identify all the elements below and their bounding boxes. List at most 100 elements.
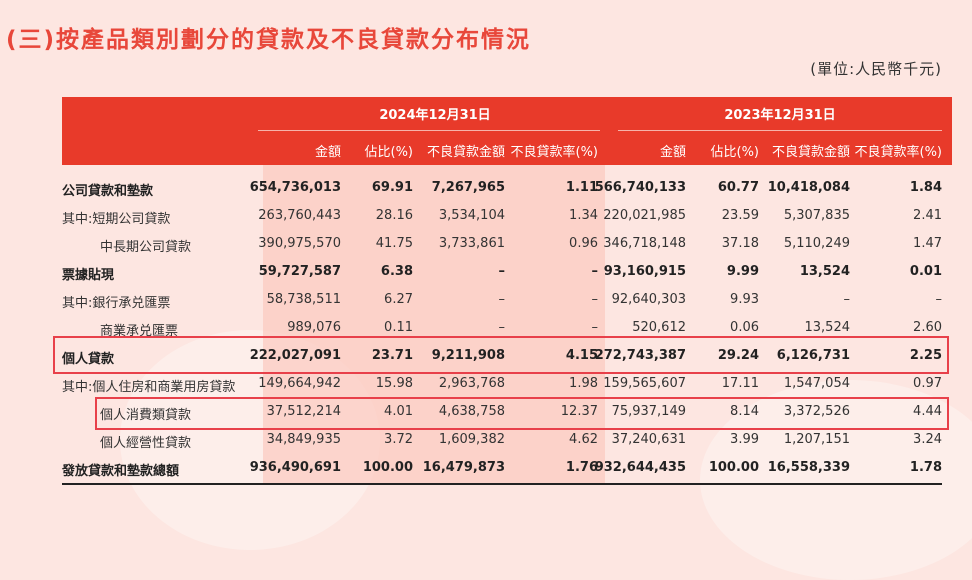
row-label: 票據貼現	[62, 268, 115, 283]
cell-value: 2.25	[909, 348, 942, 363]
row-label: 其中:銀行承兑匯票	[62, 296, 171, 311]
cell-value: 159,565,607	[603, 376, 686, 391]
cell-value: 1,207,151	[783, 432, 850, 447]
column-header: 金額	[659, 145, 686, 160]
cell-value: –	[498, 320, 506, 335]
cell-value: 149,664,942	[258, 376, 341, 391]
row-label: 公司貸款和墊款	[62, 184, 154, 199]
cell-value: 6.27	[384, 292, 413, 307]
cell-value: 1.34	[569, 208, 598, 223]
cell-value: 37,512,214	[266, 404, 341, 419]
cell-value: 60.77	[717, 180, 759, 195]
divider	[618, 130, 942, 131]
cell-value: 69.91	[371, 180, 413, 195]
cell-value: –	[843, 292, 851, 307]
column-header: 不良貸款金額	[426, 145, 505, 160]
table-row: 商業承兑匯票 989,076 0.11 – – 520,612 0.06 13,524 2.60	[62, 314, 952, 342]
cell-value: 1,547,054	[783, 376, 850, 391]
cell-value: –	[498, 292, 506, 307]
table-row: 個人經營性貸款 34,849,935 3.72 1,609,382 4.62 37,240…	[62, 426, 952, 454]
table-row: 公司貸款和墊款 654,736,013 69.91 7,267,965 1.11 566,…	[62, 174, 952, 202]
cell-value: 92,640,303	[611, 292, 686, 307]
cell-value: 15.98	[375, 376, 413, 391]
cell-value: 16,479,873	[422, 460, 505, 475]
divider	[258, 130, 600, 131]
row-label: 中長期公司貸款	[100, 240, 192, 255]
cell-value: 566,740,133	[594, 180, 686, 195]
cell-value: 12.37	[560, 404, 598, 419]
column-header: 佔比(%)	[710, 145, 760, 160]
cell-value: 93,160,915	[603, 264, 686, 279]
highlight-box-consumer-loans	[95, 397, 949, 430]
cell-value: 4.01	[384, 404, 413, 419]
table-bottom-rule	[62, 483, 942, 485]
highlight-box-personal-loans	[53, 336, 949, 374]
cell-value: 263,760,443	[258, 208, 341, 223]
cell-value: –	[591, 292, 599, 307]
cell-value: 936,490,691	[249, 460, 341, 475]
cell-value: 1.78	[909, 460, 942, 475]
cell-value: 0.06	[730, 320, 759, 335]
column-header: 佔比(%)	[364, 145, 414, 160]
cell-value: 3,733,861	[438, 236, 505, 251]
cell-value: 9.93	[730, 292, 759, 307]
cell-value: 222,027,091	[249, 348, 341, 363]
cell-value: 58,738,511	[266, 292, 341, 307]
cell-value: 34,849,935	[266, 432, 341, 447]
cell-value: 3,372,526	[783, 404, 850, 419]
cell-value: 7,267,965	[431, 180, 505, 195]
cell-value: 23.59	[721, 208, 759, 223]
cell-value: 346,718,148	[603, 236, 686, 251]
cell-value: 1.11	[565, 180, 598, 195]
cell-value: 272,743,387	[594, 348, 686, 363]
cell-value: 654,736,013	[249, 180, 341, 195]
cell-value: 59,727,587	[258, 264, 341, 279]
cell-value: 23.71	[371, 348, 413, 363]
cell-value: 1,609,382	[438, 432, 505, 447]
cell-value: 4,638,758	[438, 404, 505, 419]
column-header: 不良貸款率(%)	[854, 145, 943, 160]
cell-value: 37.18	[721, 236, 759, 251]
cell-value: 6,126,731	[776, 348, 850, 363]
cell-value: 4.15	[565, 348, 598, 363]
row-label: 其中:短期公司貸款	[62, 212, 171, 227]
row-label: 個人貸款	[62, 352, 115, 367]
cell-value: 100.00	[708, 460, 759, 475]
cell-value: 2,963,768	[438, 376, 505, 391]
cell-value: 13,524	[799, 264, 850, 279]
row-label: 商業承兑匯票	[100, 324, 179, 339]
cell-value: 37,240,631	[611, 432, 686, 447]
cell-value: 9.99	[726, 264, 759, 279]
cell-value: 16,558,339	[767, 460, 850, 475]
cell-value: 6.38	[380, 264, 413, 279]
table-row: 個人消費類貸款 37,512,214 4.01 4,638,758 12.37 75,93…	[62, 398, 952, 426]
cell-value: –	[935, 292, 943, 307]
table-row: 票據貼現 59,727,587 6.38– –93,160,915 9.99 13,524…	[62, 258, 952, 286]
table-row: 其中:短期公司貸款 263,760,443 28.16 3,534,104 1.34 22…	[62, 202, 952, 230]
row-label: 個人消費類貸款	[100, 408, 192, 423]
cell-value: 29.24	[717, 348, 759, 363]
column-header: 金額	[314, 145, 341, 160]
cell-value: 3.24	[913, 432, 942, 447]
table-header	[62, 97, 952, 165]
cell-value: 1.98	[569, 376, 598, 391]
cell-value: –	[591, 264, 599, 279]
cell-value: 0.11	[384, 320, 413, 335]
table-row: 其中:個人住房和商業用房貸款 149,664,942 15.98 2,963,768 1…	[62, 370, 952, 398]
cell-value: 989,076	[287, 320, 341, 335]
row-label: 個人經營性貸款	[100, 436, 192, 451]
cell-value: 1.76	[565, 460, 598, 475]
cell-value: 41.75	[375, 236, 413, 251]
cell-value: 0.01	[909, 264, 942, 279]
unit-label: (單位:人民幣千元)	[810, 60, 942, 78]
cell-value: 8.14	[730, 404, 759, 419]
column-header: 不良貸款率(%)	[510, 145, 599, 160]
period-2024: 2024年12月31日	[379, 108, 491, 123]
row-label: 發放貸款和墊款總額	[62, 464, 180, 479]
cell-value: 10,418,084	[767, 180, 850, 195]
cell-value: 5,307,835	[783, 208, 850, 223]
column-header: 不良貸款金額	[771, 145, 850, 160]
table-row: 個人貸款 222,027,091 23.71 9,211,908 4.15 272,743…	[62, 342, 952, 370]
cell-value: 17.11	[721, 376, 759, 391]
column-band-2024	[263, 165, 605, 483]
